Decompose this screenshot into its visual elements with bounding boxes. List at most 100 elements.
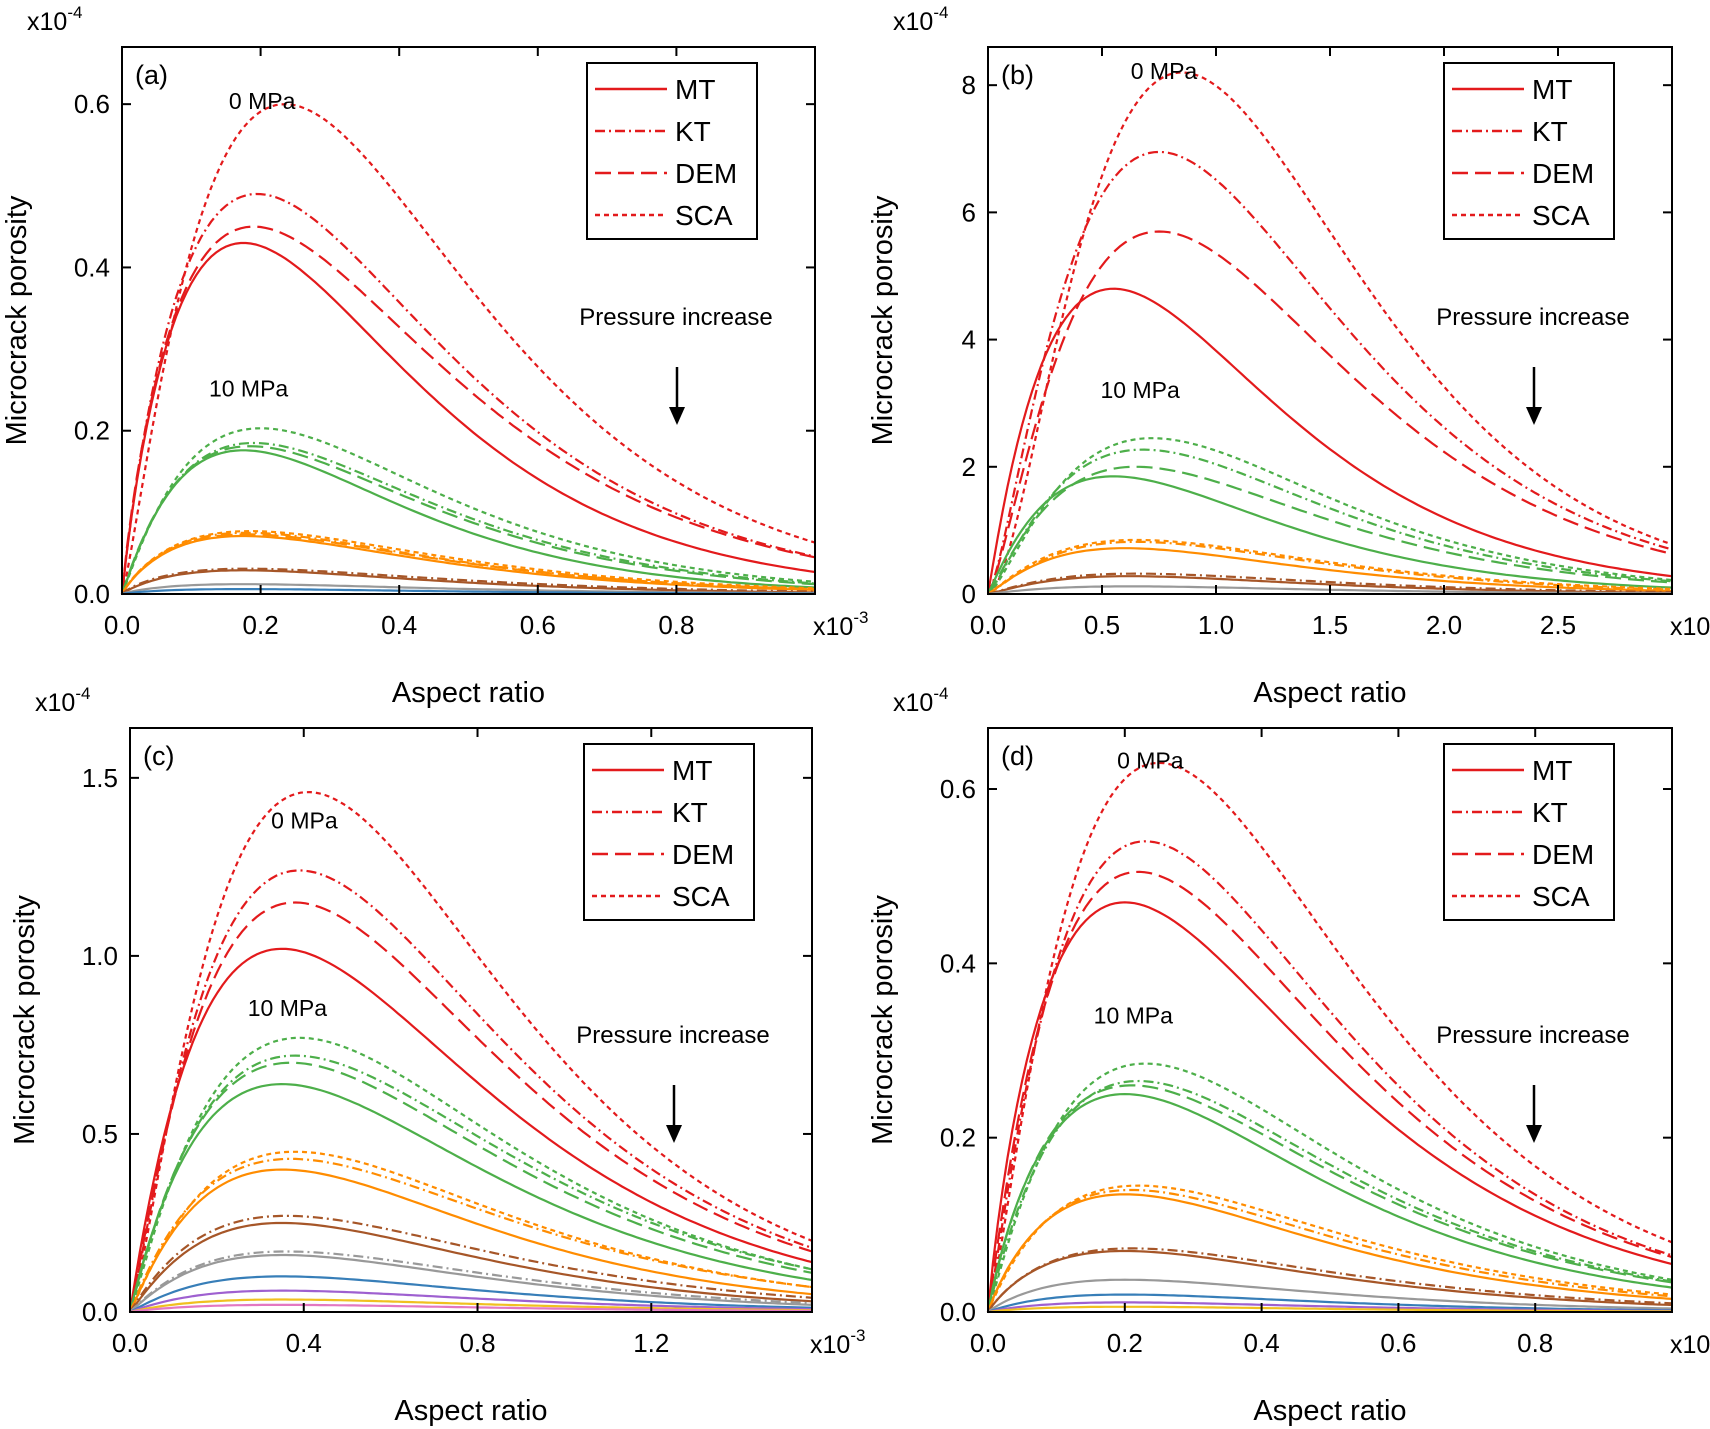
series-line-sca-10mpa <box>120 427 816 595</box>
x-axis-title: Aspect ratio <box>1253 677 1406 709</box>
y-tick-label: 4 <box>962 325 976 355</box>
series-line-kt-0mpa <box>128 869 813 1313</box>
y-multiplier: x10-4 <box>27 3 82 36</box>
legend: MT KT DEM SCA <box>583 743 755 921</box>
series-line-mt-10mpa <box>120 449 816 595</box>
series-line-sca-0mpa <box>120 103 816 595</box>
y-axis-title: Microcrack porosity <box>1 195 33 445</box>
y-axis-title: Microcrack porosity <box>867 895 899 1145</box>
legend-label-kt: KT <box>1532 797 1568 828</box>
series-line-dem-10mpa <box>987 465 1673 595</box>
x-tick-label: 0.4 <box>1244 1328 1280 1358</box>
plot-frame <box>129 727 813 1313</box>
pressure-label-0mpa: 0 MPa <box>271 807 338 833</box>
y-tick-label: 0.6 <box>940 774 976 804</box>
series-line-kt-20mpa <box>986 1188 1673 1313</box>
y-axis-title: Microcrack porosity <box>9 895 41 1145</box>
plot-frame <box>121 46 816 595</box>
pressure-label-0mpa: 0 MPa <box>1131 58 1198 84</box>
x-tick-label: 0.4 <box>381 610 417 640</box>
series-line-mt-10mpa <box>128 1082 813 1313</box>
series-line-kt-30mpa <box>121 567 816 595</box>
x-tick-label: 0.4 <box>286 1328 322 1358</box>
x-tick-label: 0.0 <box>970 610 1006 640</box>
x-tick-label: 2.0 <box>1426 610 1462 640</box>
y-tick-label: 0.0 <box>940 1297 976 1327</box>
legend-label-kt: KT <box>672 797 708 828</box>
y-multiplier: x10-4 <box>893 3 948 36</box>
x-tick-label: 0.6 <box>520 610 556 640</box>
series-line-mt-10mpa <box>987 475 1673 595</box>
series-line-sca-20mpa <box>986 1184 1673 1313</box>
panel-a: 0.0 0.2 0.4 0.6 0.8 0.0 0.2 0.4 0.6 x10-3 x10-4 Asp… <box>1 3 868 709</box>
series-line-kt-10mpa <box>120 441 816 595</box>
series-line-mt-40mpa <box>987 1278 1673 1313</box>
y-tick-label: 0.5 <box>82 1119 118 1149</box>
series-line-mt-10mpa <box>986 1092 1673 1313</box>
x-tick-label: 0.0 <box>970 1328 1006 1358</box>
pressure-label-10mpa: 10 MPa <box>1094 1003 1173 1029</box>
series-line-mt-30mpa <box>121 569 816 595</box>
pressure-increase-annotation: Pressure increase <box>1436 1022 1629 1049</box>
legend-label-sca: SCA <box>1532 200 1590 231</box>
legend-label-dem: DEM <box>1532 158 1594 189</box>
legend-label-mt: MT <box>1532 755 1572 786</box>
y-tick-label: 0.0 <box>82 1297 118 1327</box>
arrow-down-icon <box>1526 407 1542 425</box>
legend-label-sca: SCA <box>675 200 733 231</box>
panel-label: (c) <box>143 741 174 771</box>
series-line-mt-0mpa <box>128 947 813 1313</box>
pressure-label-10mpa: 10 MPa <box>209 375 288 401</box>
x-tick-label: 0.0 <box>112 1328 148 1358</box>
series-line-mt-50mpa <box>987 1293 1673 1314</box>
panel-label: (b) <box>1001 60 1034 90</box>
series-line-kt-10mpa <box>128 1054 813 1313</box>
series-line-mt-30mpa <box>129 1221 813 1313</box>
legend-label-sca: SCA <box>1532 881 1590 912</box>
x-tick-label: 1.5 <box>1312 610 1348 640</box>
series-line-sca-0mpa <box>128 790 813 1313</box>
curves <box>128 790 813 1314</box>
series-line-sca-20mpa <box>129 1150 813 1313</box>
y-tick-label: 0.2 <box>74 416 110 446</box>
series-line-kt-0mpa <box>986 840 1673 1313</box>
legend: MT KT DEM SCA <box>586 62 758 240</box>
y-tick-label: 8 <box>962 70 976 100</box>
series-line-mt-40mpa <box>129 1253 813 1313</box>
series-line-kt-30mpa <box>129 1214 813 1313</box>
series-line-mt-20mpa <box>121 534 816 595</box>
series-line-sca-0mpa <box>987 71 1673 595</box>
arrow-down-icon <box>666 1125 682 1143</box>
legend-label-dem: DEM <box>1532 839 1594 870</box>
y-tick-label: 0.4 <box>74 252 110 282</box>
series-line-sca-20mpa <box>121 529 816 595</box>
x-axis-title: Aspect ratio <box>394 1395 547 1427</box>
legend-box <box>583 743 755 921</box>
panel-label: (d) <box>1001 741 1034 771</box>
x-tick-label: 0.5 <box>1084 610 1120 640</box>
series-line-mt-0mpa <box>986 287 1673 595</box>
legend-label-kt: KT <box>1532 116 1568 147</box>
pressure-increase-annotation: Pressure increase <box>1436 304 1629 331</box>
x-multiplier: x10-3 <box>810 1326 865 1359</box>
y-tick-label: 0.0 <box>74 579 110 609</box>
series-line-kt-30mpa <box>987 572 1673 596</box>
x-multiplier: x10-3 <box>1670 608 1710 641</box>
x-tick-label: 1.2 <box>633 1328 669 1358</box>
legend: MT KT DEM SCA <box>1443 743 1615 921</box>
arrow-down-icon <box>1526 1125 1542 1143</box>
plot-frame <box>987 727 1673 1313</box>
panel-c: 0.0 0.4 0.8 1.2 0.0 0.5 1.0 1.5 x10-3 x10-4 Aspect… <box>9 684 865 1427</box>
y-multiplier: x10-4 <box>35 684 90 717</box>
y-tick-label: 0.6 <box>74 89 110 119</box>
x-tick-label: 0.8 <box>459 1328 495 1358</box>
y-tick-label: 2 <box>962 452 976 482</box>
series-line-dem-10mpa <box>986 1084 1673 1313</box>
arrow-down-icon <box>669 407 685 425</box>
legend-box <box>586 62 758 240</box>
series-line-mt-70mpa <box>129 1298 812 1314</box>
y-tick-label: 1.0 <box>82 941 118 971</box>
legend-label-sca: SCA <box>672 881 730 912</box>
y-multiplier: x10-4 <box>893 684 948 717</box>
